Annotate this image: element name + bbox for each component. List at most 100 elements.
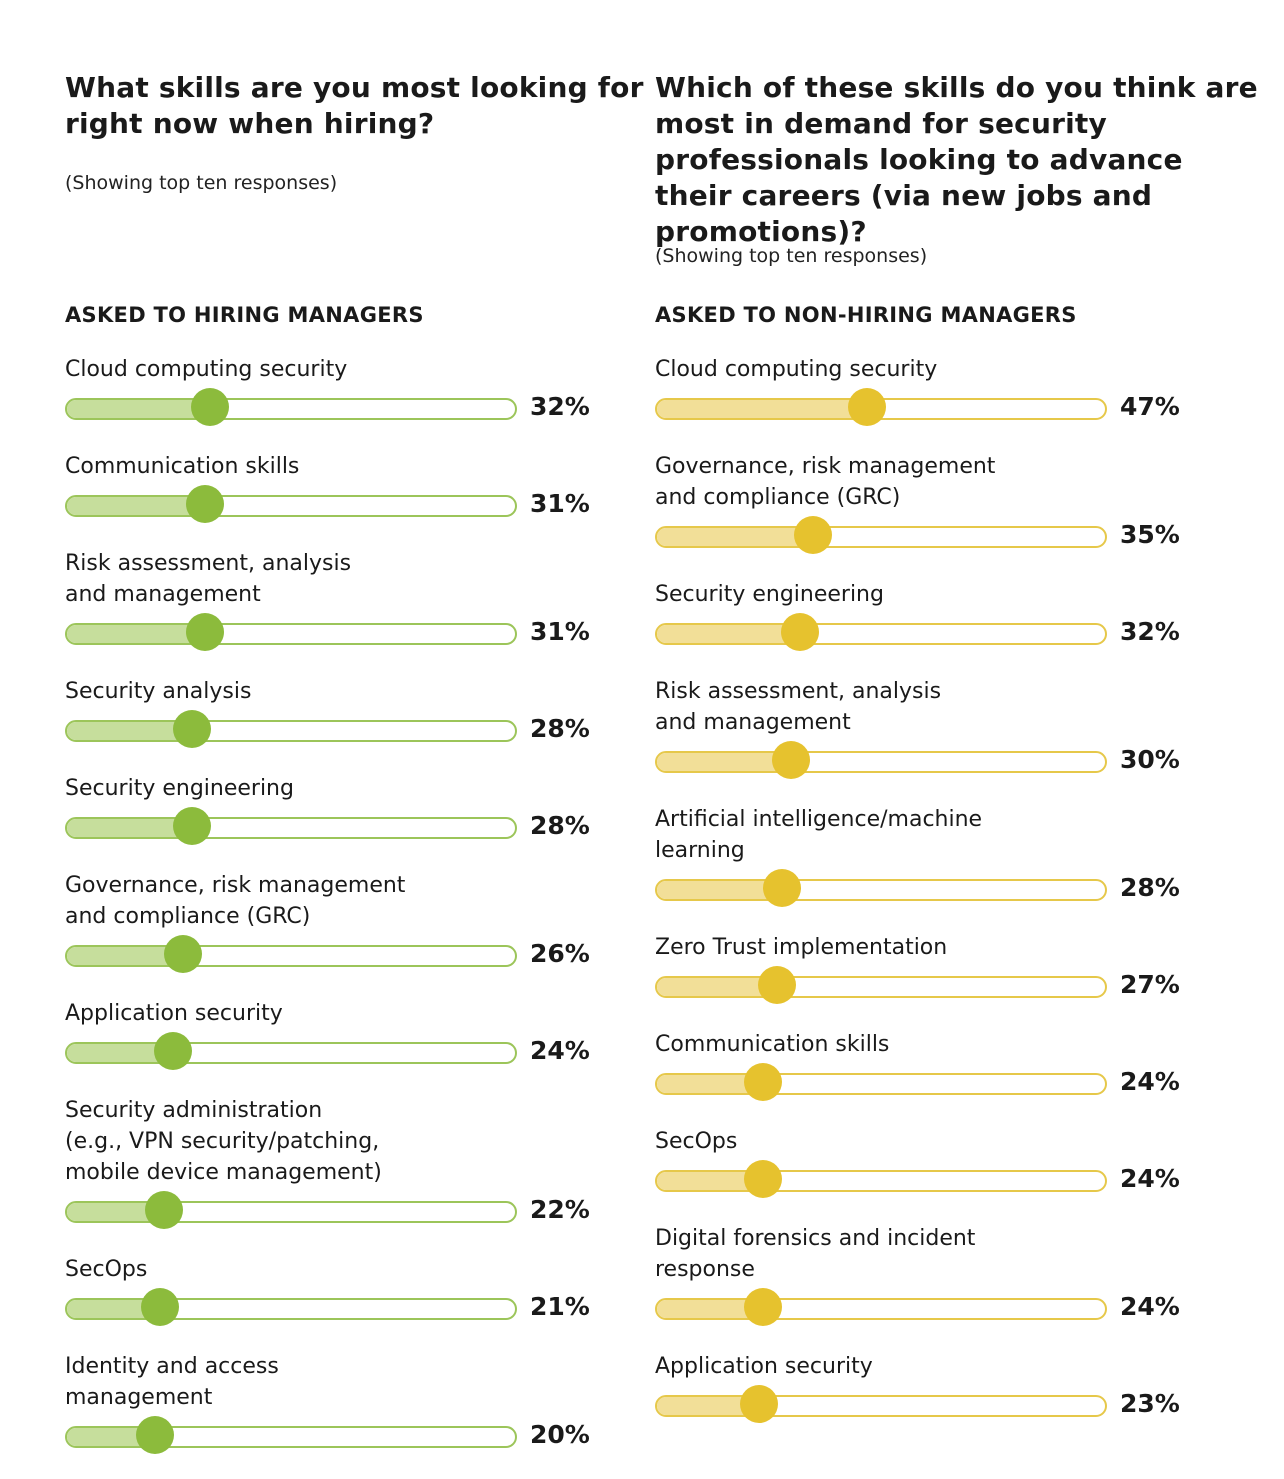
value-label: 32% xyxy=(530,392,590,421)
skill-item: Security engineering 32% xyxy=(655,579,1275,654)
bar-track xyxy=(655,751,1107,773)
value-label: 28% xyxy=(530,714,590,743)
skill-label: Cloud computing security xyxy=(655,357,938,382)
value-label: 24% xyxy=(530,1036,590,1065)
bar-fill xyxy=(657,753,793,771)
skill-item: SecOps 24% xyxy=(655,1126,1275,1201)
value-label: 32% xyxy=(1120,617,1180,646)
bar-fill xyxy=(657,1172,766,1190)
skill-label: Governance, risk management and complian… xyxy=(65,873,406,929)
skill-item: Cloud computing security 47% xyxy=(655,354,1275,429)
bar-fill xyxy=(67,400,212,418)
bar-knob xyxy=(136,1416,175,1454)
skill-bar-row: 20% xyxy=(65,1416,685,1457)
value-label: 26% xyxy=(530,939,590,968)
value-label: 20% xyxy=(530,1420,590,1449)
bar-fill xyxy=(657,625,802,643)
skill-bar-row: 24% xyxy=(65,1032,685,1073)
skill-label: Cloud computing security xyxy=(65,357,348,382)
chart-subtitle: (Showing top ten responses) xyxy=(655,245,928,267)
skill-bar-row: 47% xyxy=(655,388,1275,429)
skill-bar-row: 26% xyxy=(65,935,685,976)
bar-fill xyxy=(67,497,208,515)
skill-item: Application security 23% xyxy=(655,1351,1275,1426)
skill-label: Risk assessment, analysis and management xyxy=(655,679,942,735)
value-label: 30% xyxy=(1120,745,1180,774)
bar-fill xyxy=(67,947,185,965)
bar-knob xyxy=(140,1288,179,1326)
skill-item: Risk assessment, analysis and management… xyxy=(655,676,1275,782)
skill-item: Security engineering 28% xyxy=(65,773,685,848)
value-label: 21% xyxy=(530,1292,590,1321)
skill-label: SecOps xyxy=(65,1257,148,1282)
bar-track xyxy=(655,1298,1107,1320)
value-label: 22% xyxy=(530,1195,590,1224)
skill-label: Security engineering xyxy=(655,582,884,607)
skill-item: Artificial intelligence/machine learning… xyxy=(655,804,1275,910)
bar-fill xyxy=(67,1203,167,1221)
bar-knob xyxy=(848,388,887,426)
bar-track xyxy=(65,495,517,517)
skill-item: Identity and access management 20% xyxy=(65,1351,685,1457)
bar-track xyxy=(655,1170,1107,1192)
bar-track xyxy=(65,398,517,420)
skill-item: Cloud computing security 32% xyxy=(65,354,685,429)
skill-label: Security administration (e.g., VPN secur… xyxy=(65,1098,382,1185)
chart-title: Which of these skills do you think are m… xyxy=(655,71,1258,248)
bar-track xyxy=(65,720,517,742)
skill-label: Risk assessment, analysis and management xyxy=(65,551,352,607)
value-label: 27% xyxy=(1120,970,1180,999)
skill-bar-row: 24% xyxy=(655,1288,1275,1329)
skill-bar-row: 27% xyxy=(655,966,1275,1007)
skill-item: Communication skills 24% xyxy=(655,1029,1275,1104)
bar-fill xyxy=(657,1397,761,1415)
skill-item: Governance, risk management and complian… xyxy=(65,870,685,976)
skill-bar-row: 32% xyxy=(655,613,1275,654)
skill-label: SecOps xyxy=(655,1129,738,1154)
bar-track xyxy=(655,623,1107,645)
skill-bar-row: 28% xyxy=(65,807,685,848)
bar-knob xyxy=(771,741,810,779)
skill-item: Communication skills 31% xyxy=(65,451,685,526)
chart-title: What skills are you most looking for rig… xyxy=(65,71,644,140)
bar-track xyxy=(65,1426,517,1448)
skill-label: Governance, risk management and complian… xyxy=(655,454,996,510)
bar-track xyxy=(65,1042,517,1064)
skill-item: Zero Trust implementation 27% xyxy=(655,932,1275,1007)
skill-label: Identity and access management xyxy=(65,1354,279,1410)
skill-label: Application security xyxy=(655,1354,873,1379)
bar-knob xyxy=(186,485,225,523)
skill-item: Application security 24% xyxy=(65,998,685,1073)
skill-label: Digital forensics and incident response xyxy=(655,1226,976,1282)
bar-track xyxy=(655,1073,1107,1095)
value-label: 31% xyxy=(530,617,590,646)
bar-knob xyxy=(172,807,211,845)
bar-fill xyxy=(67,1300,162,1318)
bar-fill xyxy=(657,978,780,996)
bar-fill xyxy=(657,528,816,546)
bar-knob xyxy=(172,710,211,748)
skill-bar-row: 32% xyxy=(65,388,685,429)
value-label: 24% xyxy=(1120,1067,1180,1096)
value-label: 35% xyxy=(1120,520,1180,549)
skill-list: Cloud computing security 32% Communicati… xyxy=(65,354,685,1479)
section-heading: ASKED TO HIRING MANAGERS xyxy=(65,303,424,327)
skill-bar-row: 23% xyxy=(655,1385,1275,1426)
value-label: 28% xyxy=(530,811,590,840)
bar-track xyxy=(655,879,1107,901)
skill-item: Security analysis 28% xyxy=(65,676,685,751)
skill-label: Security analysis xyxy=(65,679,252,704)
bar-fill xyxy=(67,625,208,643)
bar-knob xyxy=(744,1288,783,1326)
value-label: 24% xyxy=(1120,1292,1180,1321)
bar-knob xyxy=(163,935,202,973)
bar-knob xyxy=(762,869,801,907)
bar-knob xyxy=(186,613,225,651)
bar-track xyxy=(65,945,517,967)
skill-bar-row: 21% xyxy=(65,1288,685,1329)
bar-fill xyxy=(657,1300,766,1318)
bar-knob xyxy=(739,1385,778,1423)
section-heading: ASKED TO NON-HIRING MANAGERS xyxy=(655,303,1077,327)
bar-knob xyxy=(154,1032,193,1070)
skill-bar-row: 31% xyxy=(65,613,685,654)
